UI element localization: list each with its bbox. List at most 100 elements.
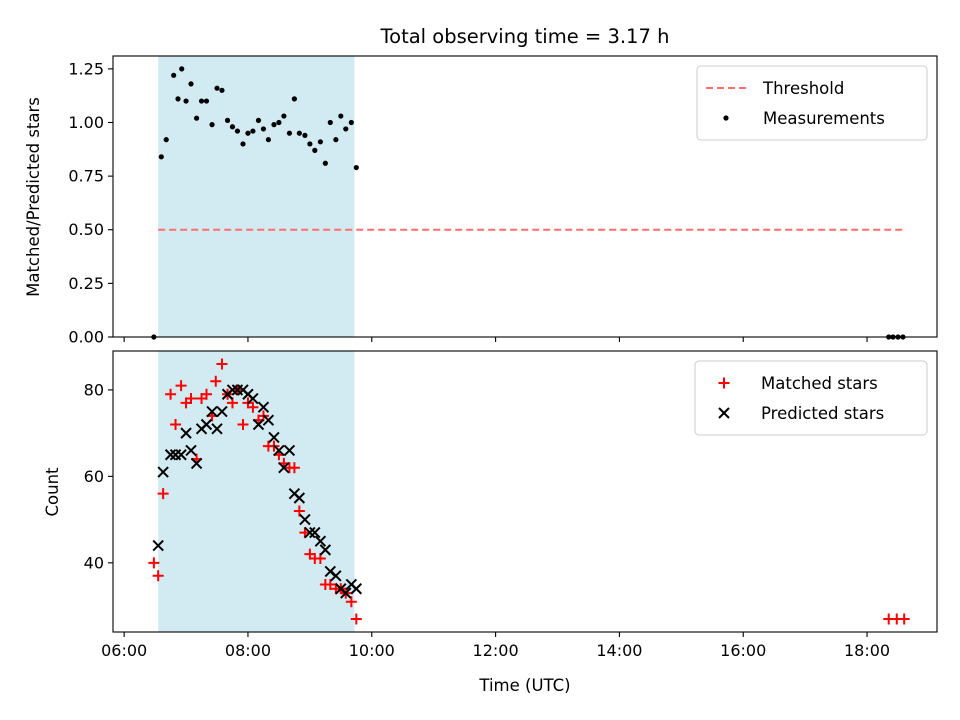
measurements-point [209, 122, 215, 128]
matched-stars-point [293, 505, 305, 517]
matched-stars-point [288, 462, 300, 474]
measurements-point [307, 141, 313, 147]
measurements-point [179, 66, 185, 72]
measurements-point [158, 154, 164, 160]
matched-stars-point [216, 358, 228, 370]
predicted-stars-point [278, 462, 290, 474]
bottom-y-tick-label: 60 [84, 467, 104, 486]
x-tick-label: 18:00 [844, 641, 890, 660]
predicted-stars-point [206, 405, 218, 418]
x-tick-label: 06:00 [101, 641, 147, 660]
measurements-point [286, 130, 293, 136]
bottom-y-tick-label: 80 [84, 380, 104, 399]
legend-matched-stars-swatch [718, 377, 730, 389]
legend-threshold-label: Threshold [762, 79, 844, 98]
measurements-point [333, 137, 339, 143]
measurements-point [255, 117, 262, 123]
measurements-point [234, 128, 241, 134]
matched-stars-point [170, 418, 182, 430]
predicted-stars-point [319, 544, 332, 556]
measurements-point [291, 96, 297, 102]
measurements-point [198, 98, 205, 104]
measurements-point [322, 160, 328, 166]
predicted-stars-point [211, 423, 223, 435]
predicted-stars-point [350, 583, 363, 595]
matched-stars-point [165, 388, 177, 400]
bottom-axes-frame [112, 350, 938, 633]
measurements-point [203, 98, 210, 104]
predicted-stars-point [152, 539, 164, 552]
measurements-point [265, 137, 271, 143]
top-y-tick-label: 0.50 [68, 220, 104, 239]
matched-stars-point [200, 388, 212, 400]
top-legend-box [696, 65, 928, 141]
x-axis-label: Time (UTC) [478, 676, 570, 695]
measurements-point [229, 124, 236, 130]
bottom-legend: Matched stars Predicted stars [694, 360, 928, 436]
bottom-y-tick-label: 40 [84, 553, 104, 572]
predicted-stars-point [309, 526, 321, 539]
top-y-tick-label: 1.25 [68, 59, 104, 78]
matched-stars-point [152, 570, 164, 582]
top-y-tick-label: 0.00 [68, 328, 104, 347]
predicted-stars-point [273, 444, 285, 457]
predicted-stars-point [340, 587, 352, 599]
predicted-stars-point [164, 449, 177, 461]
top-y-tick-label: 1.00 [68, 113, 104, 132]
measurements-point [219, 87, 225, 93]
x-tick-label: 16:00 [720, 641, 766, 660]
x-tick-label: 14:00 [596, 641, 642, 660]
matched-stars-point [157, 488, 169, 500]
predicted-stars-point [216, 405, 228, 418]
predicted-stars-point [262, 414, 275, 426]
predicted-stars-point [247, 392, 259, 405]
legend-predicted-stars-label: Predicted stars [761, 404, 884, 423]
predicted-stars-point [283, 444, 296, 457]
bottom-legend-box [694, 360, 928, 436]
measurements-point [281, 113, 287, 119]
measurements-point [224, 117, 231, 123]
predicted-stars-point [268, 431, 280, 444]
bottom-y-axis-label: Count [43, 467, 62, 517]
predicted-stars-point [330, 570, 342, 582]
top-y-axis-label: Matched/Predicted stars [24, 97, 43, 297]
matched-stars-point [185, 393, 197, 405]
measurements-point [353, 164, 359, 171]
predicted-stars-point [190, 457, 203, 470]
measurements-point [343, 126, 349, 132]
legend-measurements-swatch [723, 115, 729, 121]
measurements-point [171, 72, 177, 78]
top-observing-window [158, 56, 355, 337]
measurements-point [250, 128, 256, 134]
measurements-point [193, 115, 200, 121]
measurements-point [271, 122, 277, 128]
predicted-stars-point [314, 535, 327, 547]
chart-title: Total observing time = 3.17 h [380, 25, 670, 48]
measurements-point [245, 130, 251, 136]
matched-stars-point [148, 557, 160, 569]
predicted-stars-point [200, 418, 213, 431]
matched-stars-point [247, 401, 259, 413]
measurements-point [312, 147, 318, 153]
predicted-stars-point [304, 526, 316, 539]
measurements-point [214, 85, 220, 91]
matched-stars-point [350, 613, 362, 625]
top-axes-frame [112, 55, 938, 338]
measurements-point [188, 81, 194, 87]
measurements-point [276, 119, 282, 126]
predicted-stars-point [293, 492, 306, 504]
matched-stars-point [898, 613, 910, 625]
x-tick-label: 08:00 [225, 641, 271, 660]
measurements-point [163, 137, 169, 143]
predicted-stars-point [226, 384, 239, 396]
measurements-point [260, 126, 267, 132]
measurements-point [175, 96, 181, 102]
predicted-stars-point [257, 401, 270, 413]
top-y-tick-label: 0.25 [68, 274, 104, 293]
matched-stars-point [237, 418, 249, 430]
predicted-stars-point [157, 466, 169, 478]
measurements-point [348, 119, 354, 126]
predicted-stars-point [299, 513, 311, 526]
matched-stars-point [175, 380, 187, 392]
